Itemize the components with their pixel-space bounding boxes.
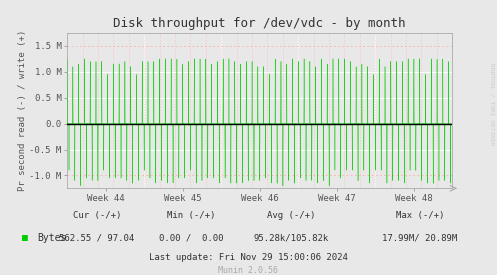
Text: Last update: Fri Nov 29 15:00:06 2024: Last update: Fri Nov 29 15:00:06 2024 [149, 253, 348, 262]
Text: 0.00 /  0.00: 0.00 / 0.00 [159, 233, 224, 242]
Text: ■: ■ [22, 233, 28, 243]
Text: 562.55 / 97.04: 562.55 / 97.04 [59, 233, 135, 242]
Text: Cur (-/+): Cur (-/+) [73, 211, 121, 220]
Text: Min (-/+): Min (-/+) [167, 211, 216, 220]
Text: RRDTOOL / TOBI OETIKER: RRDTOOL / TOBI OETIKER [490, 63, 495, 146]
Text: 17.99M/ 20.89M: 17.99M/ 20.89M [382, 233, 458, 242]
Text: Bytes: Bytes [37, 233, 67, 243]
Title: Disk throughput for /dev/vdc - by month: Disk throughput for /dev/vdc - by month [113, 17, 406, 31]
Text: 95.28k/105.82k: 95.28k/105.82k [253, 233, 329, 242]
Text: Munin 2.0.56: Munin 2.0.56 [219, 266, 278, 275]
Text: Max (-/+): Max (-/+) [396, 211, 444, 220]
Text: Avg (-/+): Avg (-/+) [266, 211, 315, 220]
Y-axis label: Pr second read (-) / write (+): Pr second read (-) / write (+) [17, 30, 26, 191]
